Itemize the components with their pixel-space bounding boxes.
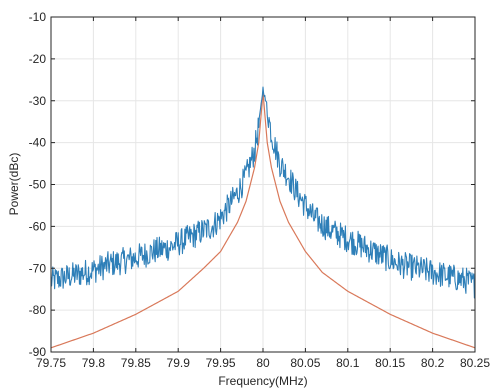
x-tick-label: 79.9	[167, 356, 191, 370]
y-tick-label: -30	[29, 94, 47, 108]
y-tick-label: -50	[29, 178, 47, 192]
x-axis-label: Frequency(MHz)	[218, 374, 307, 388]
x-tick-label: 80.15	[375, 356, 405, 370]
x-tick-label: 79.75	[36, 356, 66, 370]
x-tick-label: 80.05	[290, 356, 320, 370]
x-tick-label: 80.2	[421, 356, 445, 370]
y-tick-label: -40	[29, 136, 47, 150]
y-tick-label: -10	[29, 10, 47, 24]
x-tick-label: 80.25	[460, 356, 490, 370]
y-tick-labels: -90 -80 -70 -60 -50 -40 -30 -20 -10	[29, 10, 47, 359]
series-layer	[50, 86, 476, 349]
x-tick-label: 80	[256, 356, 270, 370]
tick-marks	[50, 16, 476, 353]
x-tick-label: 79.85	[121, 356, 151, 370]
x-tick-label: 79.8	[82, 356, 106, 370]
x-tick-label: 79.95	[206, 356, 236, 370]
y-tick-label: -90	[29, 345, 47, 359]
x-tick-label: 80.1	[336, 356, 360, 370]
y-tick-label: -60	[29, 219, 47, 233]
y-tick-label: -70	[29, 261, 47, 275]
y-tick-label: -20	[29, 52, 47, 66]
y-axis-label: Power(dBc)	[7, 153, 21, 216]
y-tick-label: -80	[29, 303, 47, 317]
measured-spectrum-line	[50, 86, 476, 299]
x-tick-labels: 79.75 79.8 79.85 79.9 79.95 80 80.05 80.1 80.15 8…	[36, 356, 490, 370]
